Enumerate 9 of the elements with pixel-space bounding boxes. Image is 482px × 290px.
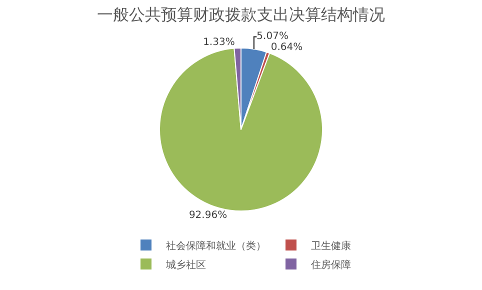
data-label: 5.07% [256, 31, 288, 42]
legend-label: 住房保障 [311, 258, 351, 271]
data-label: 92.96% [188, 210, 228, 222]
legend-label: 城乡社区 [165, 258, 206, 271]
legend-label: 社会保障和就业（类） [166, 240, 266, 252]
legend-label: 卫生健康 [311, 240, 351, 252]
chart-title: 一般公共预算财政拨款支出决算结构情况 [97, 4, 385, 24]
data-label: 1.33% [203, 37, 235, 48]
data-label: 0.64% [270, 42, 303, 54]
